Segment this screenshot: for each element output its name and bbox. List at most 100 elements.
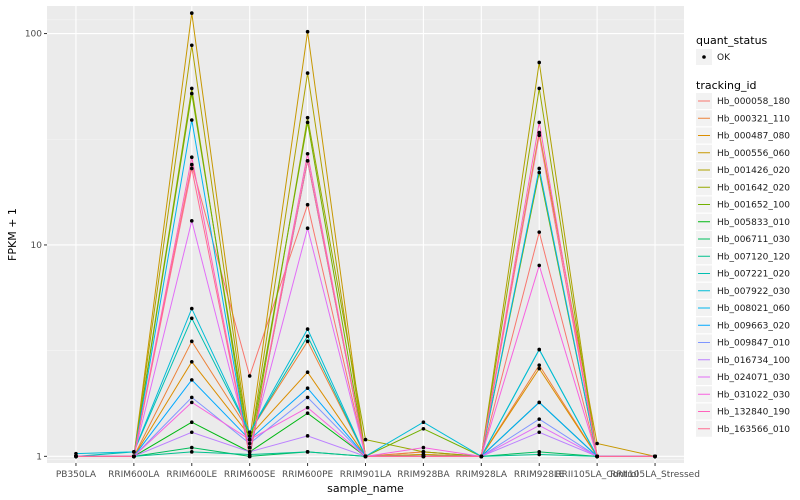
data-point <box>189 166 194 171</box>
legend-label: OK <box>717 53 731 63</box>
legend-key-point <box>702 55 706 59</box>
data-point <box>189 400 194 405</box>
data-point <box>479 454 484 459</box>
data-point <box>537 417 542 421</box>
legend-title-tracking-id: tracking_id <box>696 79 757 92</box>
grid <box>47 6 684 463</box>
data-point <box>189 316 194 321</box>
y-axis: 1 10 100 <box>25 30 47 462</box>
data-point <box>189 155 194 160</box>
data-point <box>363 454 368 459</box>
legend-label: Hb_031022_030 <box>717 390 790 400</box>
data-point <box>247 450 252 454</box>
legend-label: Hb_000487_080 <box>717 132 790 142</box>
data-point <box>189 306 194 311</box>
legend-label: Hb_000556_060 <box>717 149 790 159</box>
data-point <box>189 11 194 15</box>
data-point <box>537 452 542 457</box>
data-point <box>189 219 194 223</box>
data-point <box>189 378 194 382</box>
data-point <box>247 374 252 378</box>
data-point <box>247 445 252 450</box>
data-point <box>189 420 194 425</box>
data-point <box>189 360 194 364</box>
y-tick-label: 100 <box>25 30 42 40</box>
data-point <box>421 445 426 450</box>
data-point <box>247 434 252 438</box>
quant-status-legend: OK <box>696 49 731 65</box>
x-tick-label: RRIM928BA <box>397 470 450 480</box>
x-tick-label: RRII105LA_Stressed <box>610 470 700 480</box>
data-point <box>305 202 310 207</box>
data-point <box>421 426 426 431</box>
data-point <box>305 71 310 75</box>
legend-label: Hb_001652_100 <box>717 201 790 211</box>
data-point <box>305 115 310 120</box>
data-point <box>595 454 599 459</box>
legend-label: Hb_005833_010 <box>717 218 790 228</box>
data-point <box>363 437 368 442</box>
legend-label: Hb_016734_100 <box>717 356 790 366</box>
y-tick-label: 1 <box>36 452 42 462</box>
legend-label: Hb_000058_180 <box>717 97 790 107</box>
legend-label: Hb_163566_010 <box>717 425 790 435</box>
x-axis: PB350LA RRIM600LA RRIM600LE RRIM600SE RRIM60… <box>56 463 700 480</box>
data-point <box>537 430 542 435</box>
data-point <box>595 441 599 446</box>
x-tick-label: RRIM928LA <box>456 470 508 480</box>
data-point <box>421 454 426 459</box>
data-point <box>305 405 310 410</box>
data-point <box>247 441 252 446</box>
data-point <box>305 434 310 438</box>
data-point <box>305 29 310 34</box>
data-point <box>305 327 310 331</box>
data-point <box>537 347 542 352</box>
x-tick-label: RRIM600LE <box>166 470 217 480</box>
legend-title-quant-status: quant_status <box>696 34 768 47</box>
data-point <box>537 60 542 65</box>
data-point <box>305 334 310 339</box>
data-point <box>537 400 542 405</box>
data-point <box>247 437 252 442</box>
legend-label: Hb_000321_110 <box>717 114 790 124</box>
data-point <box>305 395 310 400</box>
data-point <box>305 411 310 415</box>
data-point <box>305 386 310 391</box>
data-point <box>189 339 194 344</box>
data-point <box>305 159 310 163</box>
data-point <box>537 363 542 367</box>
data-point <box>421 450 426 454</box>
legend-label: Hb_001642_020 <box>717 183 790 193</box>
x-tick-label: RRIM600SE <box>224 470 276 480</box>
data-point <box>537 166 542 171</box>
data-point <box>537 423 542 428</box>
data-point <box>305 226 310 231</box>
data-point <box>305 450 310 454</box>
legend: quant_status OK tracking_id Hb_000058_18… <box>696 34 790 437</box>
x-tick-label: PB350LA <box>56 470 97 480</box>
legend-label: Hb_008021_060 <box>717 304 790 314</box>
data-points <box>74 11 657 459</box>
legend-label: Hb_007120_120 <box>717 252 790 262</box>
data-point <box>132 454 136 459</box>
data-point <box>189 430 194 435</box>
data-point <box>537 130 542 135</box>
data-point <box>189 86 194 91</box>
data-point <box>305 370 310 375</box>
data-point <box>537 366 542 371</box>
data-point <box>247 454 252 459</box>
data-point <box>74 454 78 459</box>
data-point <box>537 120 542 125</box>
data-point <box>305 339 310 344</box>
data-point <box>74 451 78 456</box>
data-point <box>189 43 194 48</box>
data-point <box>189 162 194 167</box>
data-point <box>247 430 252 435</box>
data-point <box>132 450 136 454</box>
data-point <box>189 395 194 400</box>
y-tick-label: 10 <box>31 241 43 251</box>
legend-label: Hb_001426_020 <box>717 166 790 176</box>
data-point <box>189 91 194 96</box>
data-point <box>537 170 542 175</box>
